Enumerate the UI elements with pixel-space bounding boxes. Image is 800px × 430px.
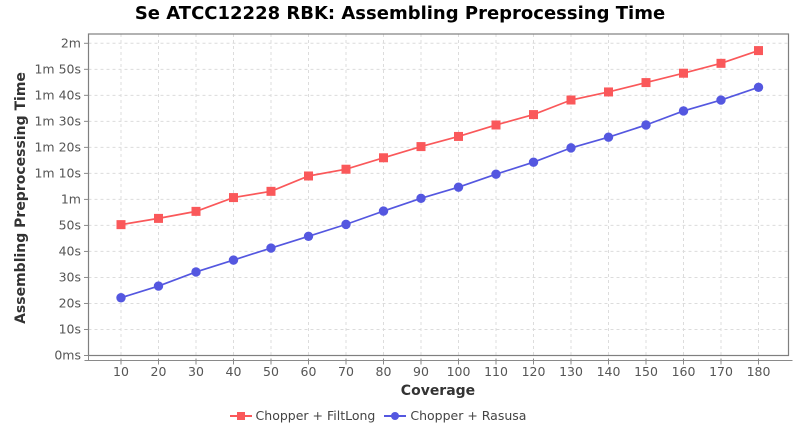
svg-text:10: 10 [113,364,129,379]
svg-text:10s: 10s [59,321,81,336]
svg-text:20s: 20s [59,295,81,310]
svg-text:120: 120 [522,364,546,379]
svg-text:1m 30s: 1m 30s [34,113,81,128]
svg-text:60: 60 [301,364,317,379]
filtlong-series-marker-icon [229,411,252,421]
svg-text:170: 170 [709,364,733,379]
svg-text:50: 50 [263,364,279,379]
legend-item-rasusa: Chopper + Rasusa [384,408,526,423]
svg-text:100: 100 [447,364,471,379]
svg-text:130: 130 [559,364,583,379]
x-axis-title: Coverage [400,383,476,399]
svg-text:30: 30 [188,364,204,379]
legend-label-rasusa: Chopper + Rasusa [410,408,527,423]
svg-text:40: 40 [226,364,242,379]
svg-text:180: 180 [747,364,771,379]
svg-text:70: 70 [338,364,354,379]
svg-text:2m: 2m [61,35,81,50]
svg-text:1m 50s: 1m 50s [34,61,81,76]
y-axis-title-text: Assembling Preprocessing Time [13,72,29,324]
svg-text:1m 40s: 1m 40s [34,87,81,102]
rasusa-series-marker-icon [384,411,407,421]
svg-text:1m 20s: 1m 20s [34,139,81,154]
legend-label-filtlong: Chopper + FiltLong [255,408,376,423]
svg-text:160: 160 [672,364,696,379]
svg-text:110: 110 [484,364,508,379]
legend-item-filtlong: Chopper + FiltLong [229,408,376,423]
chart-title: Se ATCC12228 RBK: Assembling Preprocessi… [134,3,666,24]
svg-text:40s: 40s [59,243,81,258]
svg-text:1m: 1m [61,191,81,206]
svg-text:20: 20 [151,364,167,379]
svg-text:80: 80 [376,364,392,379]
svg-text:0ms: 0ms [54,348,81,363]
legend: Chopper + FiltLong Chopper + Rasusa [0,408,778,423]
svg-text:50s: 50s [59,217,81,232]
svg-text:150: 150 [634,364,658,379]
svg-text:1m 10s: 1m 10s [34,165,81,180]
svg-text:90: 90 [413,364,429,379]
svg-text:30s: 30s [59,269,81,284]
svg-text:140: 140 [597,364,621,379]
